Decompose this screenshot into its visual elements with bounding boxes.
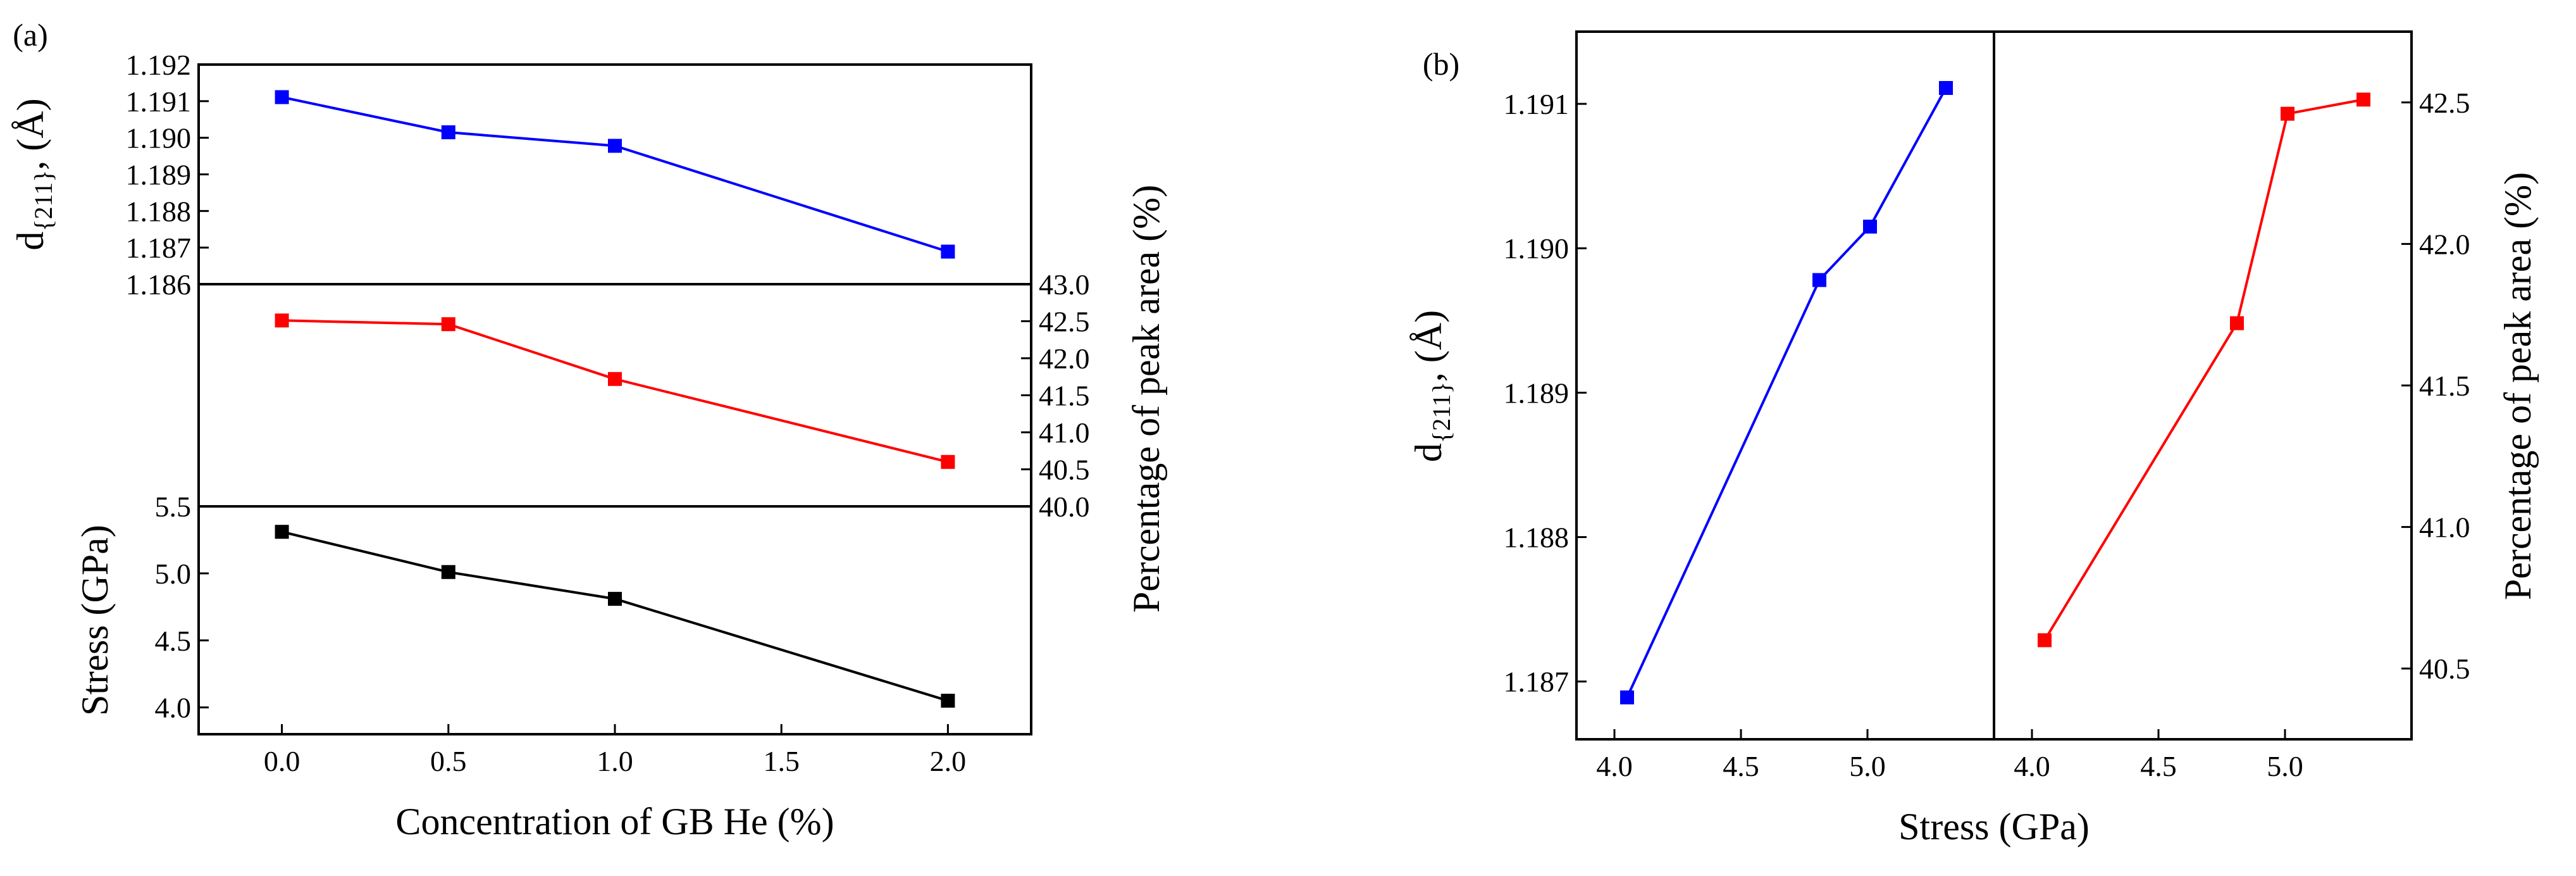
a-x-tick-label: 1.5 (763, 745, 800, 777)
b-left-data-point (1620, 690, 1634, 704)
a-top-frame (197, 63, 1032, 285)
a-top-y-tick-label: 1.190 (126, 122, 192, 154)
a-top-y-axis-title-text: d{211}, (Å) (9, 98, 58, 250)
a-top-y-tick-label: 1.189 (126, 159, 192, 191)
a-middle-y-tick-label: 41.5 (1039, 380, 1090, 412)
b-left-data-point (1863, 220, 1877, 234)
a-middle-y-axis-title: Percentage of peak area (%) (1125, 185, 1167, 613)
a-middle-data-point (941, 454, 955, 469)
a-bottom-y-tick-label: 4.0 (155, 692, 192, 724)
b-left-y-tick-label: 1.189 (1504, 377, 1570, 409)
b-left-y-tick-label: 1.187 (1504, 666, 1570, 698)
a-top-data-point (941, 244, 955, 259)
b-right-y-axis-title: Percentage of peak area (%) (2497, 172, 2539, 600)
a-middle-data-point (608, 372, 622, 386)
a-x-tick-label: 0.5 (430, 745, 467, 777)
a-top-data-point (608, 139, 622, 153)
a-top-y-axis-title: d{211}, (Å) (9, 98, 58, 250)
b-left-series-line (1626, 87, 1947, 698)
a-bottom-data-point (275, 525, 289, 539)
a-bottom-frame (197, 505, 1032, 735)
a-middle-frame (197, 283, 1032, 508)
a-middle-series-line (282, 319, 948, 463)
a-middle-data-point (275, 313, 289, 328)
b-right-x-tick-label: 4.0 (2014, 750, 2050, 782)
a-bottom-y-tick-label: 4.5 (155, 625, 192, 657)
b-left-y-tick-label: 1.191 (1504, 88, 1570, 120)
b-right-data-point (2281, 106, 2294, 121)
a-bottom-data-point (441, 565, 455, 579)
a-top-y-tick-label: 1.186 (126, 268, 192, 301)
a-middle-y-tick-label: 41.0 (1039, 416, 1090, 449)
b-right-y-tick-label: 41.5 (2419, 370, 2470, 402)
b-right-y-tick-label: 41.0 (2419, 511, 2470, 544)
a-top-series-line (282, 96, 949, 253)
b-right-y-tick-label: 42.5 (2419, 87, 2470, 119)
a-middle-data-point (441, 317, 455, 332)
b-right-data-point (2230, 316, 2244, 330)
b-left-x-tick-label: 4.5 (1723, 750, 1759, 782)
a-top-y-tick-label: 1.188 (126, 195, 192, 227)
a-bottom-data-point (941, 694, 955, 708)
a-middle-y-tick-label: 42.0 (1039, 342, 1090, 375)
a-middle-y-tick-label: 40.5 (1039, 454, 1090, 486)
b-right-series-line (2043, 98, 2364, 641)
a-middle-y-axis-title-text: Percentage of peak area (%) (1125, 185, 1167, 613)
b-left-y-tick-label: 1.188 (1504, 522, 1570, 554)
b-right-data-point (2356, 92, 2370, 107)
a-middle-y-tick-label: 42.5 (1039, 306, 1090, 338)
b-right-x-tick-label: 4.5 (2140, 750, 2177, 782)
b-right-y-tick-label: 40.5 (2419, 653, 2470, 685)
a-bottom-y-tick-label: 5.0 (155, 558, 192, 590)
b-left-y-axis-title: d{211}, (Å) (1408, 310, 1456, 462)
a-x-tick-label: 2.0 (930, 745, 967, 777)
b-left-x-tick-label: 4.0 (1596, 750, 1633, 782)
a-bottom-y-axis-title: Stress (GPa) (74, 525, 116, 716)
a-bottom-data-point (608, 592, 622, 606)
a-top-y-tick-label: 1.192 (126, 49, 192, 81)
panel-a-label: (a) (13, 17, 48, 53)
b-right-y-tick-label: 42.0 (2419, 228, 2470, 260)
b-left-x-tick-label: 5.0 (1849, 750, 1886, 782)
a-middle-y-tick-label: 40.0 (1039, 491, 1090, 523)
b-x-axis-title: Stress (GPa) (1898, 806, 2090, 848)
a-x-tick-label: 1.0 (597, 745, 633, 777)
a-bottom-y-axis-title-text: Stress (GPa) (74, 525, 116, 716)
a-top-y-tick-label: 1.187 (126, 232, 192, 264)
a-x-axis-title: Concentration of GB He (%) (395, 801, 834, 842)
b-left-data-point (1812, 273, 1826, 287)
a-middle-y-tick-label: 43.0 (1039, 268, 1090, 301)
a-bottom-y-tick-label: 5.5 (155, 491, 192, 523)
a-top-data-point (275, 90, 289, 104)
b-right-x-tick-label: 5.0 (2267, 750, 2303, 782)
a-top-data-point (441, 125, 455, 139)
a-x-tick-label: 0.0 (264, 745, 300, 777)
b-left-y-axis-title-text: d{211}, (Å) (1408, 310, 1456, 462)
a-bottom-series-line (282, 530, 948, 703)
a-top-y-tick-label: 1.191 (126, 85, 192, 118)
b-right-y-axis-title-text: Percentage of peak area (%) (2497, 172, 2539, 600)
b-left-y-tick-label: 1.190 (1504, 232, 1570, 265)
b-left-data-point (1939, 80, 1953, 95)
b-right-data-point (2038, 633, 2052, 648)
panel-b-label: (b) (1423, 46, 1459, 82)
